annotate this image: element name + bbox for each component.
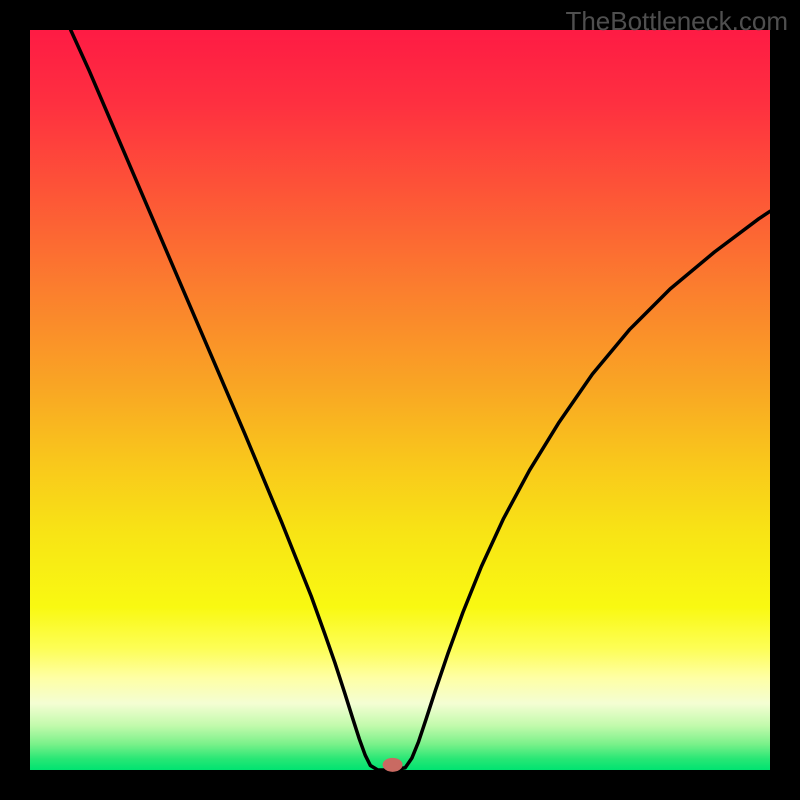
chart-plot-background bbox=[30, 30, 770, 770]
minimum-marker bbox=[383, 758, 403, 772]
bottleneck-chart bbox=[0, 0, 800, 800]
chart-container: TheBottleneck.com bbox=[0, 0, 800, 800]
watermark-text: TheBottleneck.com bbox=[565, 6, 788, 37]
